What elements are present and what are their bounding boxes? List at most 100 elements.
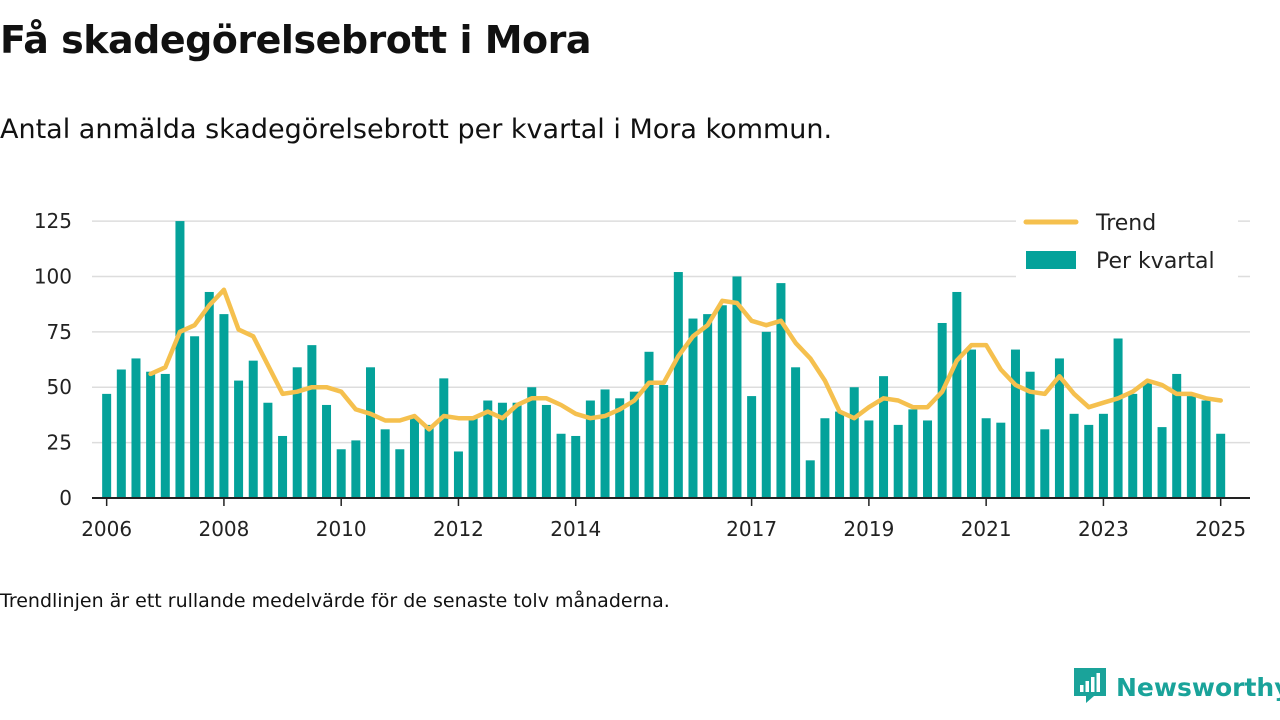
bar xyxy=(571,435,581,498)
bar xyxy=(1010,349,1020,498)
bar xyxy=(1040,429,1050,498)
x-tick-label: 2023 xyxy=(1078,517,1129,541)
bar xyxy=(1025,371,1035,498)
bar xyxy=(717,305,727,498)
y-tick-label: 25 xyxy=(47,431,72,455)
bar xyxy=(1084,424,1094,498)
bar xyxy=(1172,373,1182,498)
bar xyxy=(600,389,610,498)
bar xyxy=(732,276,742,498)
legend: Trend Per kvartal xyxy=(1016,204,1238,282)
bar-series-per-kvartal xyxy=(102,221,1226,499)
bar xyxy=(307,345,317,498)
bar xyxy=(351,440,361,498)
bar xyxy=(380,429,390,498)
y-tick-label: 0 xyxy=(59,486,72,510)
brand-name: Newsworthy xyxy=(1116,672,1280,702)
bar xyxy=(1113,338,1123,498)
bar xyxy=(820,418,830,498)
bar xyxy=(497,402,507,498)
bar xyxy=(322,404,332,498)
bar xyxy=(556,433,566,498)
bar xyxy=(805,460,815,498)
bar xyxy=(644,351,654,498)
bar xyxy=(366,367,376,498)
y-tick-label: 50 xyxy=(47,375,72,399)
bar xyxy=(1128,393,1138,498)
x-tick-label: 2006 xyxy=(81,517,132,541)
bar xyxy=(996,422,1006,498)
bar xyxy=(703,314,713,498)
bar xyxy=(116,369,126,498)
bar xyxy=(292,367,302,498)
chart-subtitle: Antal anmälda skadegörelsebrott per kvar… xyxy=(0,114,833,145)
bar xyxy=(1186,396,1196,498)
bar xyxy=(585,400,595,498)
bar xyxy=(439,378,449,498)
x-tick-label: 2021 xyxy=(961,517,1012,541)
bar xyxy=(1157,427,1167,498)
chart: 0 25 50 75 100 125 2006 2008 2010 2012 2014 2017 201… xyxy=(34,204,1250,541)
bar xyxy=(688,318,698,498)
legend-label-per-kvartal: Per kvartal xyxy=(1096,249,1215,274)
bar xyxy=(102,393,112,498)
bar xyxy=(629,391,639,498)
bar xyxy=(1216,433,1226,498)
bar xyxy=(278,435,288,498)
bar xyxy=(409,418,419,498)
axes: 0 25 50 75 100 125 2006 2008 2010 2012 2014 2017 201… xyxy=(34,209,1250,541)
legend-bar-swatch xyxy=(1026,251,1076,269)
bar xyxy=(908,409,918,498)
bar xyxy=(131,358,141,498)
x-tick-label: 2008 xyxy=(198,517,249,541)
bar xyxy=(219,314,229,498)
bar xyxy=(864,420,874,498)
bar xyxy=(615,398,625,498)
bar xyxy=(1054,358,1064,498)
bar xyxy=(453,451,463,498)
x-tick-label: 2012 xyxy=(433,517,484,541)
bar xyxy=(146,371,156,498)
bar xyxy=(424,424,434,498)
bar xyxy=(1142,382,1152,498)
y-tick-label: 75 xyxy=(47,320,72,344)
bar xyxy=(1069,413,1079,498)
bar xyxy=(879,376,889,498)
y-tick-label: 100 xyxy=(34,264,72,288)
bar xyxy=(893,424,903,498)
bar xyxy=(761,331,771,498)
bar xyxy=(791,367,801,498)
newsworthy-logo-icon xyxy=(1072,666,1108,708)
bar xyxy=(1201,400,1211,498)
bar xyxy=(849,387,859,498)
bar xyxy=(1098,413,1108,498)
newsworthy-brand[interactable]: Newsworthy xyxy=(1072,666,1280,708)
bar xyxy=(395,449,405,498)
y-tick-label: 125 xyxy=(34,209,72,233)
x-tick-label: 2017 xyxy=(726,517,777,541)
bar xyxy=(512,402,522,498)
bar xyxy=(248,360,258,498)
bar xyxy=(160,373,170,498)
bar xyxy=(336,449,346,498)
bar xyxy=(952,291,962,498)
bar xyxy=(835,411,845,498)
bar xyxy=(541,404,551,498)
footnote: Trendlinjen är ett rullande medelvärde f… xyxy=(0,590,670,612)
bar xyxy=(204,291,214,498)
bar xyxy=(263,402,273,498)
bar xyxy=(659,385,669,498)
bar xyxy=(966,349,976,498)
bar xyxy=(776,283,786,498)
x-tick-label: 2025 xyxy=(1195,517,1246,541)
bar xyxy=(190,336,200,498)
bar xyxy=(923,420,933,498)
bar xyxy=(468,418,478,498)
x-tick-label: 2014 xyxy=(550,517,601,541)
x-tick-label: 2019 xyxy=(843,517,894,541)
bar xyxy=(981,418,991,498)
legend-label-trend: Trend xyxy=(1095,211,1156,236)
trend-line xyxy=(148,287,1223,432)
bar xyxy=(175,221,185,499)
line-series-trend xyxy=(148,287,1223,432)
